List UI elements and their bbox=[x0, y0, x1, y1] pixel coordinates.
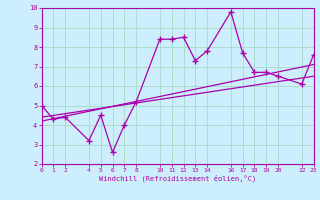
X-axis label: Windchill (Refroidissement éolien,°C): Windchill (Refroidissement éolien,°C) bbox=[99, 175, 256, 182]
